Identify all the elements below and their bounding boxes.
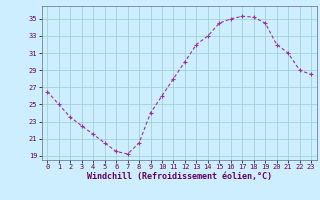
X-axis label: Windchill (Refroidissement éolien,°C): Windchill (Refroidissement éolien,°C) (87, 172, 272, 181)
